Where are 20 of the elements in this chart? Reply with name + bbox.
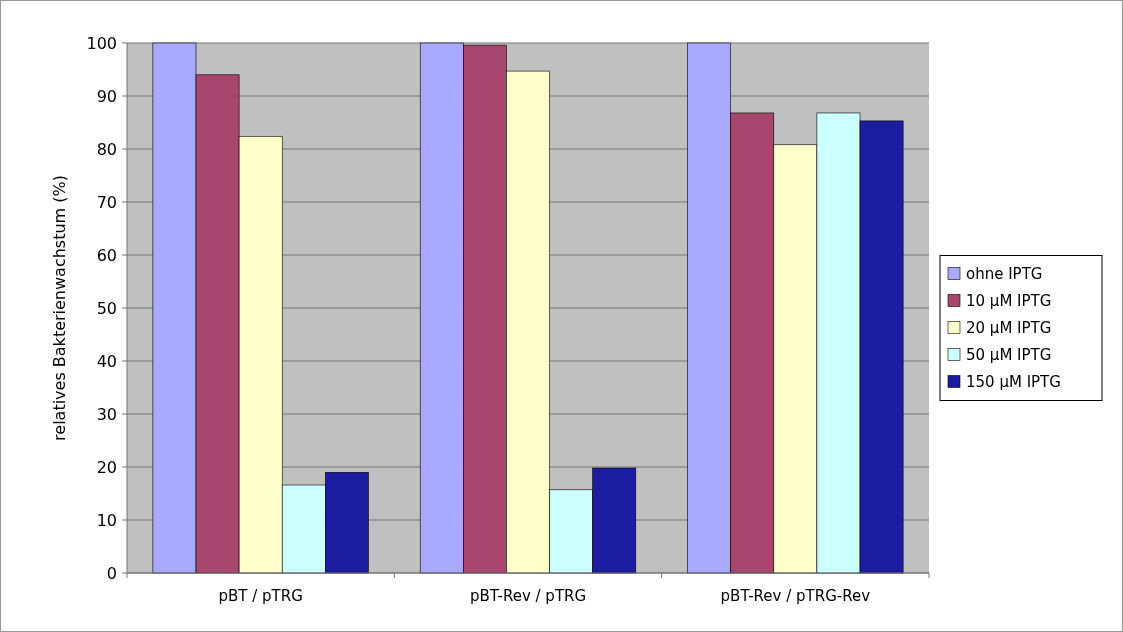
y-tick-label: 10	[96, 510, 117, 530]
y-tick-label: 70	[96, 192, 117, 212]
y-tick-label: 30	[96, 404, 117, 424]
y-tick-label: 50	[96, 298, 117, 318]
legend-label: 20 µM IPTG	[966, 318, 1052, 337]
y-tick-label: 0	[106, 563, 117, 583]
legend-label: 10 µM IPTG	[966, 291, 1052, 310]
x-tick-label: pBT-Rev / pTRG	[469, 587, 587, 605]
legend-label: ohne IPTG	[966, 264, 1043, 283]
x-tick-label: pBT-Rev / pTRG-Rev	[720, 587, 871, 605]
legend-label: 50 µM IPTG	[966, 345, 1052, 364]
y-tick-label: 90	[96, 86, 117, 106]
legend-label: 150 µM IPTG	[966, 372, 1061, 391]
y-axis-title: relatives Bakterienwachstum (%)	[50, 175, 69, 441]
y-tick-label: 100	[86, 33, 117, 53]
y-tick-label: 60	[96, 245, 117, 265]
y-tick-label: 80	[96, 139, 117, 159]
y-tick-label: 20	[96, 457, 117, 477]
x-tick-label: pBT / pTRG	[218, 587, 303, 605]
y-tick-label: 40	[96, 351, 117, 371]
